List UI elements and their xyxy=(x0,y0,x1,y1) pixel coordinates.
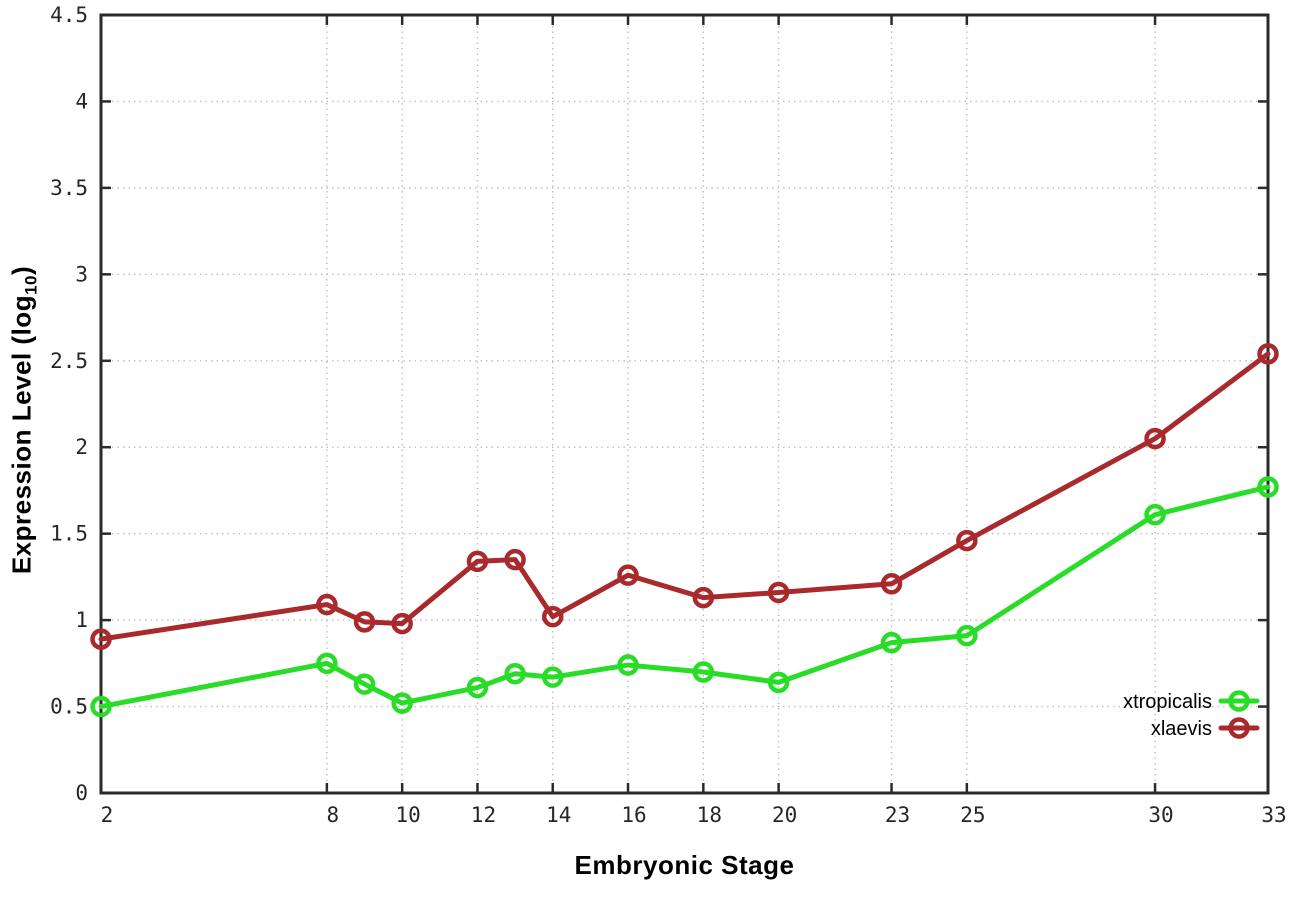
x-tick-label: 23 xyxy=(885,803,910,827)
y-tick-label: 0.5 xyxy=(50,695,88,719)
x-tick-label: 2 xyxy=(101,803,114,827)
data-point-marker-xtropicalis xyxy=(692,661,715,683)
legend-label-xtropicalis: xtropicalis xyxy=(1123,691,1212,713)
data-point-marker-xtropicalis xyxy=(880,631,903,654)
x-tick-label: 20 xyxy=(772,803,797,827)
series-line-xlaevis xyxy=(98,351,1271,642)
data-point-marker-xlaevis xyxy=(767,581,790,604)
y-tick-label: 4 xyxy=(75,89,88,113)
data-point-marker-xtropicalis xyxy=(767,671,790,694)
y-tick-label: 4.5 xyxy=(50,3,88,27)
y-tick-label: 0 xyxy=(75,781,88,805)
y-axis-title-main: Expression Level (log xyxy=(6,294,37,575)
legend-marker-xtropicalis xyxy=(1228,690,1250,712)
data-point-marker-xlaevis xyxy=(90,628,112,650)
x-tick-label: 18 xyxy=(697,803,722,827)
x-tick-label: 25 xyxy=(960,803,985,827)
x-tick-label: 10 xyxy=(396,803,421,827)
data-point-marker-xtropicalis xyxy=(353,673,376,695)
x-tick-label: 30 xyxy=(1148,803,1173,827)
data-point-marker-xtropicalis xyxy=(617,654,639,676)
x-tick-label: 12 xyxy=(471,803,496,827)
x-tick-label: 33 xyxy=(1261,803,1286,827)
data-point-marker-xtropicalis xyxy=(1257,476,1279,498)
y-axis-title-subscript: 10 xyxy=(21,275,41,295)
legend-label-xlaevis: xlaevis xyxy=(1151,718,1212,740)
y-axis-title: Expression Level (log10) xyxy=(7,266,42,574)
data-point-marker-xlaevis xyxy=(541,605,564,628)
data-point-marker-xlaevis xyxy=(316,593,338,616)
data-point-marker-xtropicalis xyxy=(90,695,112,718)
data-point-marker-xlaevis xyxy=(880,573,903,595)
x-axis-title: Embryonic Stage xyxy=(574,850,795,880)
y-axis-title-end: ) xyxy=(6,265,37,275)
data-point-marker-xtropicalis xyxy=(466,676,489,699)
data-point-marker-xlaevis xyxy=(504,548,526,571)
legend-marker-xlaevis xyxy=(1228,717,1250,739)
data-point-marker-xtropicalis xyxy=(956,624,978,647)
y-tick-label: 1 xyxy=(75,608,88,632)
data-point-marker-xtropicalis xyxy=(316,652,338,675)
x-tick-label: 16 xyxy=(621,803,646,827)
data-point-marker-xlaevis xyxy=(466,550,489,573)
y-tick-label: 2 xyxy=(75,435,88,459)
data-point-marker-xlaevis xyxy=(956,529,978,552)
data-point-marker-xlaevis xyxy=(1257,343,1279,365)
y-tick-label: 3 xyxy=(75,262,88,286)
x-tick-label: 8 xyxy=(327,803,340,827)
data-point-marker-xtropicalis xyxy=(541,666,564,688)
x-tick-label: 14 xyxy=(546,803,571,827)
y-tick-label: 3.5 xyxy=(50,176,88,200)
data-point-marker-xtropicalis xyxy=(1144,503,1166,526)
data-point-marker-xtropicalis xyxy=(504,662,526,685)
data-point-marker-xlaevis xyxy=(391,612,413,635)
data-point-marker-xlaevis xyxy=(353,611,376,633)
plot-border xyxy=(99,13,1270,795)
y-tick-label: 1.5 xyxy=(50,522,88,546)
y-tick-label: 2.5 xyxy=(50,349,88,373)
data-point-marker-xtropicalis xyxy=(391,692,413,714)
data-point-marker-xlaevis xyxy=(692,586,715,609)
series-line-xtropicalis xyxy=(98,484,1271,710)
data-point-marker-xlaevis xyxy=(1144,427,1166,450)
data-point-marker-xlaevis xyxy=(617,564,639,586)
